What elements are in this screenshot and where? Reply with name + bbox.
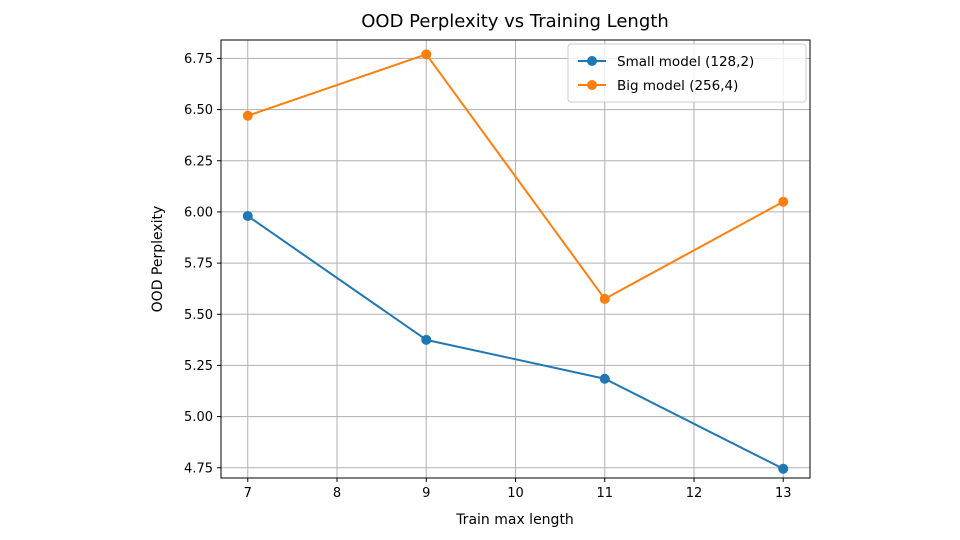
y-tick-label: 6.50 [184, 103, 213, 118]
x-tick-label: 7 [244, 486, 252, 501]
legend-marker [587, 80, 597, 90]
data-point [778, 463, 789, 474]
x-tick-label: 10 [507, 486, 524, 501]
y-tick-label: 5.50 [184, 308, 213, 323]
data-point [599, 293, 610, 304]
y-tick-label: 6.00 [184, 205, 213, 220]
data-point [599, 373, 610, 384]
legend-item: Big model (256,4) [578, 78, 738, 94]
x-tick-label: 11 [596, 486, 613, 501]
y-tick-label: 5.00 [184, 410, 213, 425]
legend-item: Small model (128,2) [578, 54, 754, 70]
y-tick-label: 6.25 [184, 154, 213, 169]
x-axis-label: Train max length [455, 512, 574, 528]
series-line [247, 215, 784, 470]
data-point [421, 49, 432, 60]
legend-label: Small model (128,2) [617, 54, 754, 70]
y-tick-label: 6.75 [184, 52, 213, 67]
data-point [778, 196, 789, 207]
x-tick-label: 9 [422, 486, 430, 501]
data-point [421, 334, 432, 345]
grid-lines [221, 40, 810, 478]
series-line [247, 53, 784, 300]
y-tick-label: 5.25 [184, 359, 213, 374]
data-point [242, 110, 253, 121]
data-point [242, 211, 253, 222]
legend-box [567, 43, 807, 103]
legend: Small model (128,2) Big model (256,4) [567, 43, 807, 103]
axis-ticks: 7 8 9 10 11 12 13 4.75 5.00 5.25 5.50 5.75 6.00 6.25 6… [184, 52, 791, 501]
series-layer [242, 49, 789, 474]
legend-label: Big model (256,4) [617, 78, 738, 94]
chart-title: OOD Perplexity vs Training Length [361, 11, 668, 32]
series-big-model [242, 49, 789, 304]
x-tick-label: 12 [686, 486, 703, 501]
y-axis-label: OOD Perplexity [150, 206, 166, 313]
y-tick-label: 5.75 [184, 257, 213, 272]
x-tick-label: 8 [333, 486, 341, 501]
y-tick-label: 4.75 [184, 461, 213, 476]
series-small-model [242, 211, 789, 474]
x-tick-label: 13 [775, 486, 792, 501]
legend-marker [587, 56, 597, 66]
